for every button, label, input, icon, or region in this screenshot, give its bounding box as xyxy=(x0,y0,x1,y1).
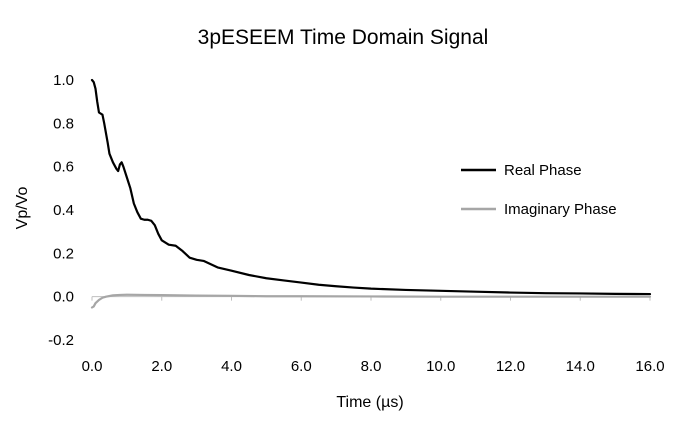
x-tick-label: 12.0 xyxy=(496,358,525,375)
y-tick-label: -0.2 xyxy=(48,332,74,349)
y-axis-tick-labels: -0.2 0.0 0.2 0.4 0.6 0.8 1.0 xyxy=(48,72,74,349)
x-tick-label: 14.0 xyxy=(566,358,595,375)
y-axis-title: Vp/Vo xyxy=(14,187,31,230)
series-line-imaginary-phase xyxy=(90,293,652,309)
x-tick-label: 6.0 xyxy=(291,358,312,375)
legend-label: Imaginary Phase xyxy=(504,201,617,218)
y-tick-label: 0.0 xyxy=(53,289,74,306)
x-tick-label: 10.0 xyxy=(426,358,455,375)
x-axis-tick-labels: 0.0 2.0 4.0 6.0 8.0 10.0 12.0 14.0 16.0 xyxy=(82,358,665,375)
y-tick-label: 0.8 xyxy=(53,115,74,132)
series-line-real-phase xyxy=(90,78,652,296)
chart-title: 3pESEEM Time Domain Signal xyxy=(198,26,489,49)
x-tick-label: 2.0 xyxy=(151,358,172,375)
x-tick-label: 8.0 xyxy=(361,358,382,375)
legend: Real Phase Imaginary Phase xyxy=(461,162,617,218)
x-tick-label: 4.0 xyxy=(221,358,242,375)
x-tick-label: 16.0 xyxy=(635,358,664,375)
y-tick-label: 0.2 xyxy=(53,245,74,262)
y-tick-label: 0.4 xyxy=(53,202,74,219)
legend-label: Real Phase xyxy=(504,162,582,179)
y-tick-label: 0.6 xyxy=(53,159,74,176)
x-axis-title: Time (µs) xyxy=(336,394,403,411)
series-layer xyxy=(90,78,652,309)
x-tick-label: 0.0 xyxy=(82,358,103,375)
y-tick-label: 1.0 xyxy=(53,72,74,89)
